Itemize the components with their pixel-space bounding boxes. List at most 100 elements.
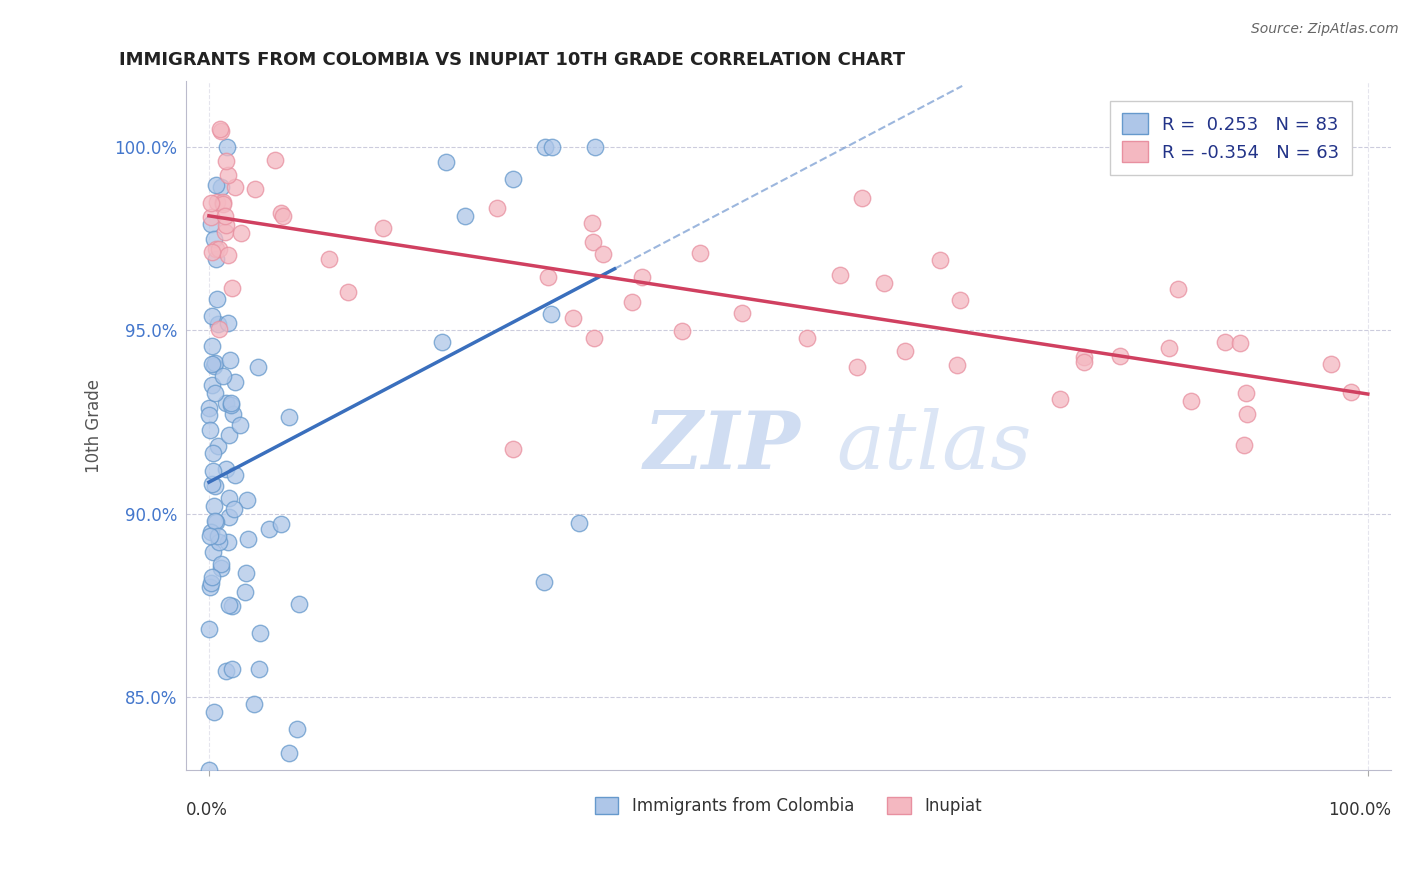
Point [238, 533, 260, 547]
Point [202, 446, 225, 460]
Point [247, 360, 270, 375]
Point [204, 356, 226, 370]
Y-axis label: 10th Grade: 10th Grade [86, 379, 103, 473]
Point [502, 442, 524, 456]
Point [1236, 407, 1258, 421]
Point [1229, 335, 1251, 350]
Point [209, 560, 232, 574]
Point [1215, 335, 1237, 350]
Point [318, 252, 340, 267]
Text: IMMIGRANTS FROM COLOMBIA VS INUPIAT 10TH GRADE CORRELATION CHART: IMMIGRANTS FROM COLOMBIA VS INUPIAT 10TH… [120, 51, 905, 69]
Point [214, 218, 236, 232]
Point [541, 140, 564, 154]
Point [689, 245, 711, 260]
Point [215, 140, 238, 154]
Point [288, 597, 311, 611]
Point [233, 585, 256, 599]
Point [217, 316, 239, 330]
Point [581, 216, 603, 230]
Point [257, 522, 280, 536]
Point [893, 343, 915, 358]
Point [1157, 341, 1180, 355]
Point [204, 178, 226, 193]
Point [245, 182, 267, 196]
Point [1073, 354, 1095, 368]
Point [201, 570, 224, 584]
Point [212, 368, 235, 383]
Point [231, 227, 253, 241]
Point [502, 172, 524, 186]
Point [221, 599, 243, 613]
Point [949, 293, 972, 307]
Point [1049, 392, 1071, 406]
Point [1233, 438, 1256, 452]
Point [224, 180, 246, 194]
Point [201, 477, 224, 491]
Point [198, 408, 221, 422]
Point [486, 201, 509, 215]
Text: Source: ZipAtlas.com: Source: ZipAtlas.com [1251, 22, 1399, 37]
Text: 0.0%: 0.0% [186, 801, 228, 819]
Point [533, 574, 555, 589]
Point [198, 423, 221, 437]
Point [217, 248, 239, 262]
Point [205, 252, 228, 266]
Point [561, 311, 583, 326]
Point [201, 310, 224, 324]
Point [1340, 384, 1362, 399]
Point [796, 331, 818, 345]
Point [946, 358, 969, 372]
Point [1073, 351, 1095, 365]
Point [454, 209, 477, 223]
Point [228, 417, 250, 432]
Point [214, 225, 236, 239]
Point [201, 377, 224, 392]
Point [207, 439, 229, 453]
Point [218, 428, 240, 442]
Point [217, 168, 239, 182]
Point [270, 206, 292, 220]
Legend: Immigrants from Colombia, Inupiat: Immigrants from Colombia, Inupiat [586, 789, 990, 823]
Point [198, 401, 221, 416]
Text: 100.0%: 100.0% [1329, 801, 1391, 819]
Point [219, 398, 242, 412]
Point [430, 334, 453, 349]
Point [205, 516, 228, 530]
Point [198, 622, 221, 636]
Point [671, 324, 693, 338]
Point [214, 154, 236, 169]
Point [208, 242, 231, 256]
Point [592, 247, 614, 261]
Point [218, 509, 240, 524]
Point [631, 269, 654, 284]
Point [207, 529, 229, 543]
Point [212, 196, 235, 211]
Point [218, 491, 240, 505]
Point [846, 359, 869, 374]
Point [200, 196, 222, 211]
Point [249, 626, 271, 640]
Point [200, 580, 222, 594]
Point [204, 514, 226, 528]
Point [224, 375, 246, 389]
Point [201, 245, 224, 260]
Point [830, 268, 852, 282]
Point [215, 396, 238, 410]
Point [217, 534, 239, 549]
Point [731, 305, 754, 319]
Point [215, 664, 238, 678]
Point [208, 322, 231, 336]
Point [583, 331, 606, 345]
Point [208, 535, 231, 549]
Point [236, 493, 259, 508]
Point [434, 155, 457, 169]
Point [202, 705, 225, 719]
Point [200, 529, 222, 543]
Point [537, 270, 560, 285]
Point [214, 209, 236, 223]
Point [264, 153, 287, 167]
Point [273, 209, 295, 223]
Point [205, 194, 228, 209]
Point [202, 499, 225, 513]
Point [928, 252, 950, 267]
